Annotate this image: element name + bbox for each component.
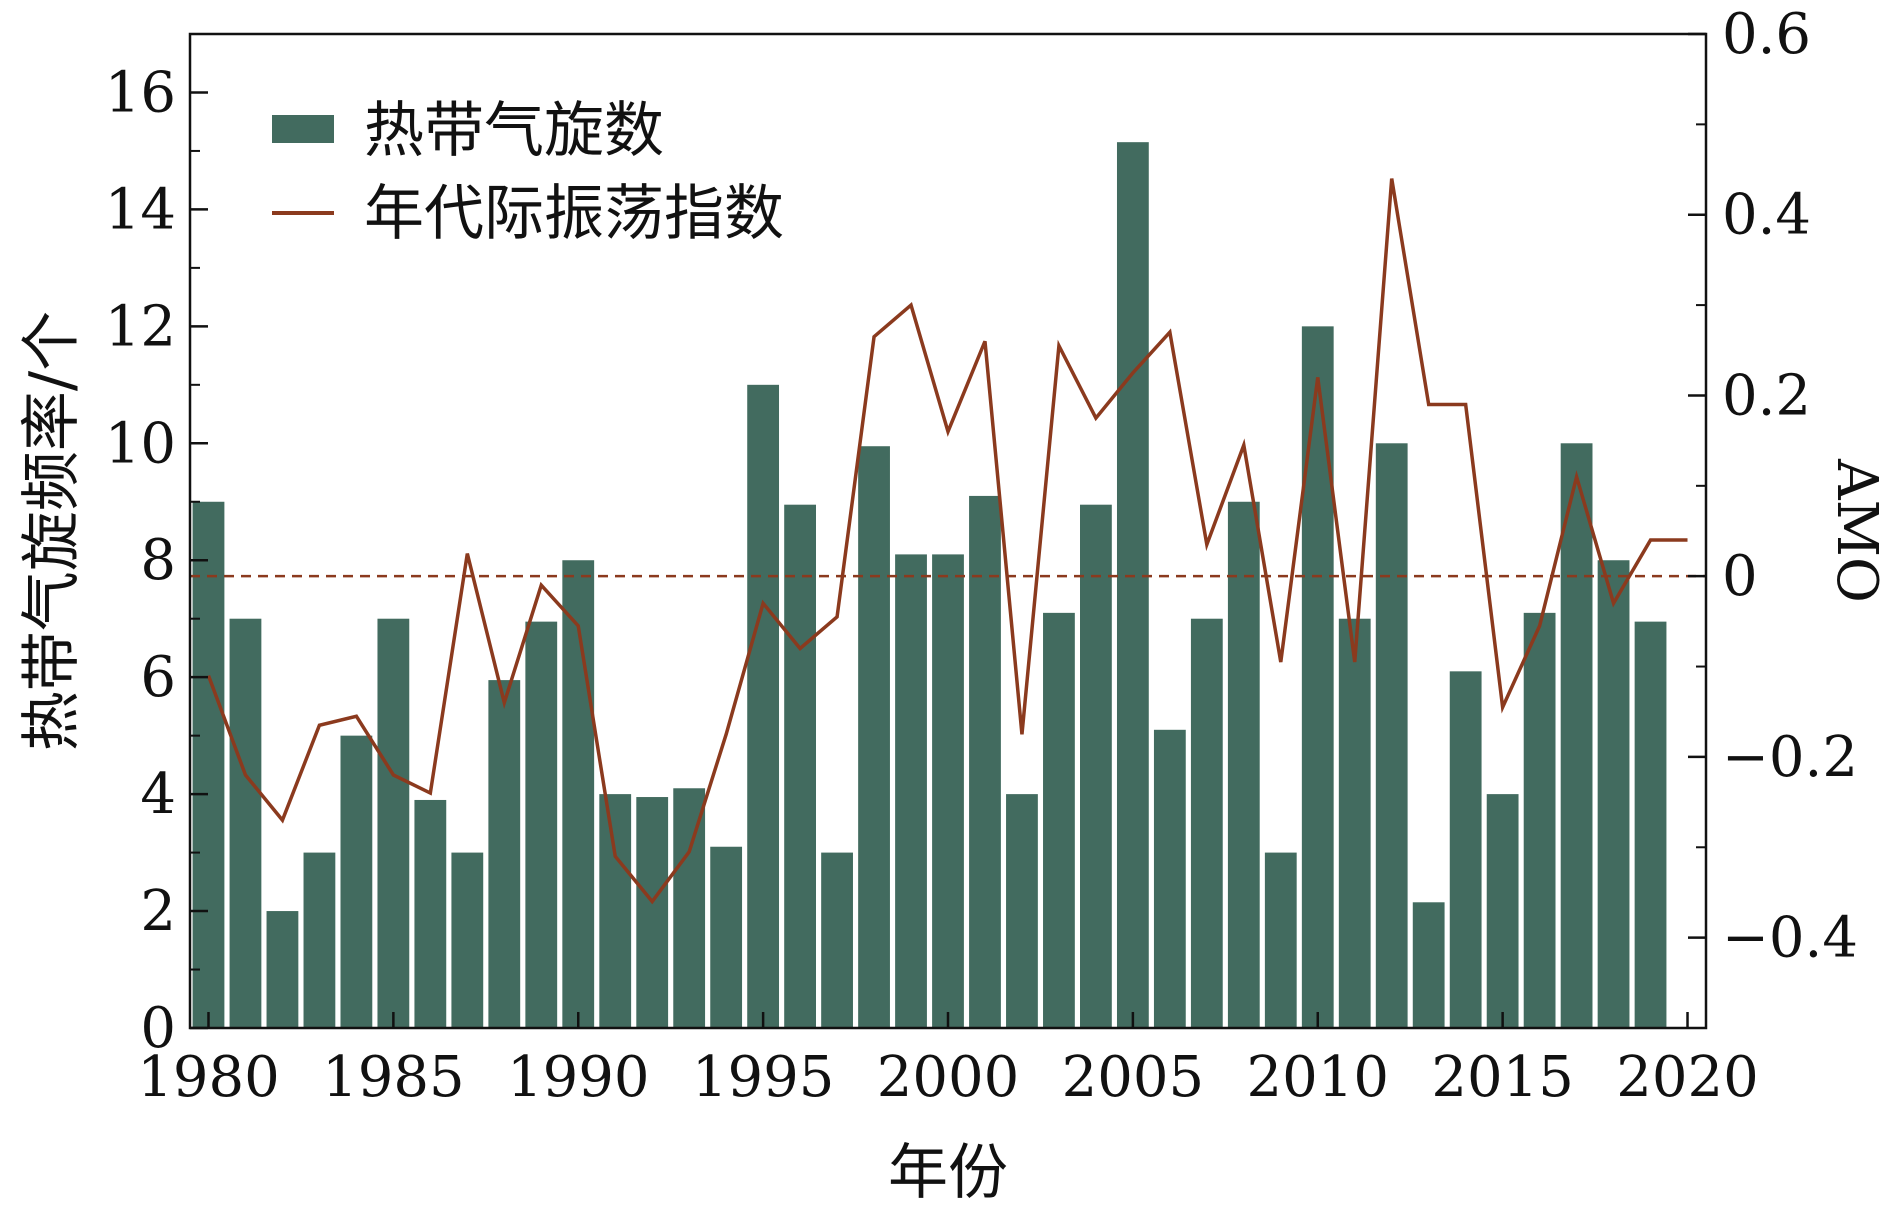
bar-1989	[525, 621, 558, 1028]
bar-2009	[1264, 852, 1297, 1028]
y-axis-title-right: AMO	[1824, 458, 1889, 603]
y-left-tick-label: 16	[105, 60, 176, 125]
y-left-tick-label: 0	[140, 996, 176, 1061]
legend-label-bars: 热带气旋数	[364, 96, 664, 166]
axes-layer: 0 2 4 6 8 10 12 14 16 −0.4 −0.2 0 0.2 0.4 0.6 1980 1985 1…	[105, 2, 1858, 1110]
bar-2016	[1523, 612, 1556, 1028]
bar-1988	[488, 680, 521, 1028]
bar-1993	[673, 788, 706, 1028]
y-right-tick-label: 0.4	[1722, 183, 1811, 248]
bar-2008	[1227, 501, 1260, 1028]
bar-1985	[377, 618, 410, 1028]
legend-swatch-bars	[272, 115, 334, 143]
y-axis-title-left: 热带气旋频率/个	[17, 311, 87, 751]
bar-2004	[1080, 504, 1112, 1028]
x-axis-title: 年份	[888, 1138, 1008, 1208]
y-left-tick-label: 12	[105, 294, 176, 359]
bar-1980	[192, 501, 225, 1028]
x-tick-label: 2000	[877, 1045, 1020, 1110]
y-left-tick-label: 6	[140, 645, 176, 710]
amo-line-layer	[206, 178, 1688, 905]
y-right-tick-label: 0.6	[1722, 2, 1811, 67]
amo-series-line	[206, 178, 1688, 905]
x-tick-label: 2010	[1246, 1045, 1389, 1110]
bar-1998	[858, 446, 890, 1029]
x-tick-label: 1995	[692, 1045, 835, 1110]
y-left-tick-label: 4	[140, 762, 176, 827]
bar-2010	[1301, 326, 1334, 1029]
bar-2007	[1190, 618, 1223, 1028]
bar-1999	[895, 554, 927, 1028]
x-tick-label: 2015	[1431, 1045, 1574, 1110]
x-tick-label: 1980	[137, 1045, 280, 1110]
bar-1994	[710, 846, 743, 1028]
legend: 热带气旋数 年代际振荡指数	[272, 96, 784, 249]
y-left-tick-label: 10	[105, 411, 176, 476]
y-left-tick-label: 2	[140, 879, 176, 944]
bar-2001	[969, 495, 1001, 1028]
x-tick-label: 1985	[322, 1045, 465, 1110]
y-left-tick-label: 8	[140, 528, 176, 593]
bar-1982	[266, 911, 299, 1028]
x-tick-label: 2020	[1616, 1045, 1759, 1110]
bar-1992	[636, 797, 669, 1028]
bar-1990	[562, 560, 595, 1028]
bar-2003	[1043, 612, 1075, 1028]
bar-1991	[599, 794, 632, 1028]
bar-2017	[1560, 443, 1593, 1028]
bar-1997	[821, 852, 853, 1028]
bar-1987	[451, 852, 484, 1028]
x-tick-label: 2005	[1062, 1045, 1205, 1110]
bar-2006	[1153, 729, 1186, 1028]
bar-1984	[340, 735, 373, 1028]
bar-2011	[1338, 618, 1371, 1028]
legend-label-line: 年代际振荡指数	[364, 179, 784, 249]
bar-2013	[1412, 902, 1445, 1028]
bar-2005	[1116, 142, 1149, 1029]
bar-1986	[414, 799, 447, 1028]
bars-layer	[192, 142, 1667, 1029]
x-tick-label: 1990	[507, 1045, 650, 1110]
bar-1981	[229, 618, 262, 1028]
bar-2018	[1597, 560, 1630, 1028]
y-right-tick-label: −0.2	[1722, 725, 1858, 790]
y-right-tick-label: −0.4	[1722, 906, 1858, 971]
y-right-tick-label: 0	[1722, 544, 1758, 609]
bar-2002	[1006, 794, 1038, 1028]
bar-1983	[303, 852, 336, 1028]
bar-2014	[1449, 671, 1482, 1028]
bar-1996	[784, 504, 816, 1028]
bar-2000	[932, 554, 964, 1028]
y-right-tick-label: 0.2	[1722, 363, 1811, 428]
y-left-tick-label: 14	[105, 177, 176, 242]
bar-2019	[1634, 621, 1667, 1028]
bar-2015	[1486, 794, 1519, 1028]
bar-1995	[747, 384, 780, 1028]
bar-2012	[1375, 443, 1408, 1028]
